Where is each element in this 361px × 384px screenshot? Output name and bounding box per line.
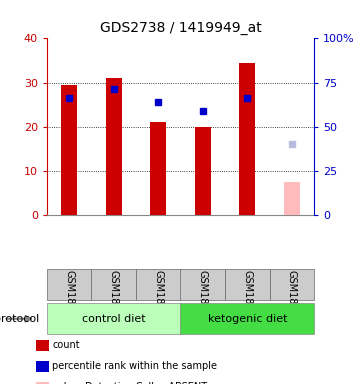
Bar [239, 63, 255, 215]
Bar [61, 85, 77, 215]
Bar [284, 182, 300, 215]
Bar [106, 78, 122, 215]
Text: count: count [52, 340, 80, 350]
Text: GSM187262: GSM187262 [198, 270, 208, 329]
Text: protocol: protocol [0, 314, 40, 324]
Bar [225, 269, 270, 300]
Bar [47, 269, 91, 300]
Text: ketogenic diet: ketogenic diet [208, 314, 287, 324]
Text: value, Detection Call = ABSENT: value, Detection Call = ABSENT [52, 382, 208, 384]
Text: GSM187259: GSM187259 [64, 270, 74, 329]
Title: GDS2738 / 1419949_at: GDS2738 / 1419949_at [100, 21, 261, 35]
Bar [151, 122, 166, 215]
Text: GSM187264: GSM187264 [287, 270, 297, 329]
Bar [47, 303, 180, 334]
Text: GSM187261: GSM187261 [153, 270, 163, 329]
Text: control diet: control diet [82, 314, 145, 324]
Text: percentile rank within the sample: percentile rank within the sample [52, 361, 217, 371]
Bar [270, 269, 314, 300]
Bar [91, 269, 136, 300]
Bar [180, 303, 314, 334]
Bar [195, 127, 210, 215]
Text: GSM187263: GSM187263 [242, 270, 252, 329]
Bar [136, 269, 180, 300]
Bar [180, 269, 225, 300]
Text: GSM187260: GSM187260 [109, 270, 119, 329]
